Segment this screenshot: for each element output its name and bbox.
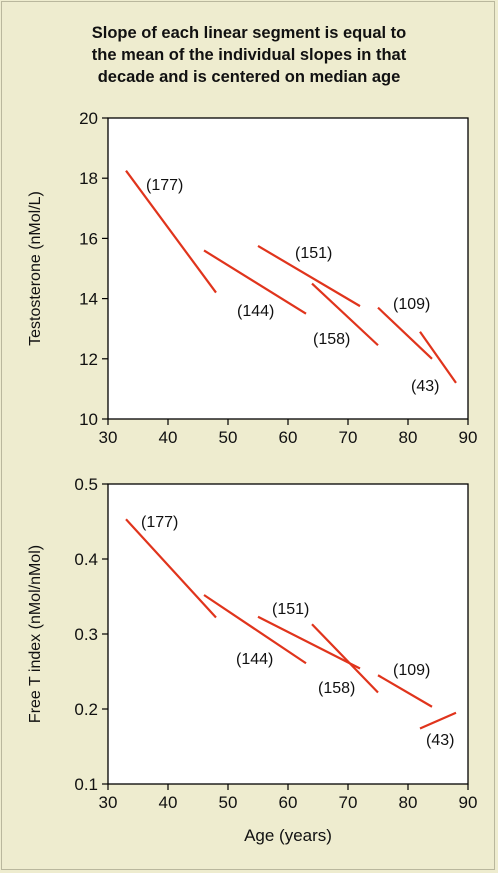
segment-count-label: (144) <box>236 651 273 668</box>
y-tick-label: 20 <box>79 109 98 128</box>
segment-line <box>377 674 433 708</box>
x-tick-label: 50 <box>219 793 238 812</box>
y-tick-label: 16 <box>79 229 98 248</box>
segment-count-label: (43) <box>426 732 454 749</box>
x-tick-label: 60 <box>279 428 298 447</box>
x-tick-label: 70 <box>339 793 358 812</box>
title-line-2: the mean of the individual slopes in tha… <box>91 46 407 64</box>
segment-count-label: (151) <box>295 245 332 262</box>
segment-line <box>125 518 217 619</box>
segment-count-label: (43) <box>411 378 439 395</box>
y-tick-label: 0.3 <box>74 625 98 644</box>
y-axis-label-1: Testosterone (nMol/L) <box>27 191 44 346</box>
y-axis-label-2: Free T index (nMol/nMol) <box>27 545 44 723</box>
y-tick-label: 0.1 <box>74 775 98 794</box>
segment-line <box>257 615 361 670</box>
x-tick-label: 30 <box>99 793 118 812</box>
y-tick-label: 0.4 <box>74 550 98 569</box>
segment-count-label: (109) <box>393 662 430 679</box>
title-line-3: decade and is centered on median age <box>97 68 401 86</box>
y-tick-label: 0.5 <box>74 475 98 494</box>
segment-count-label: (151) <box>272 601 309 618</box>
segment-count-label: (109) <box>393 296 430 313</box>
segment-line <box>377 306 433 360</box>
x-tick-label: 90 <box>459 793 478 812</box>
y-tick-label: 18 <box>79 169 98 188</box>
plot-area-2 <box>107 483 469 785</box>
segment-line <box>311 282 379 347</box>
segment-line <box>311 623 379 694</box>
y-tick-label: 10 <box>79 410 98 429</box>
x-tick-label: 80 <box>399 428 418 447</box>
x-tick-label: 60 <box>279 793 298 812</box>
segment-line <box>125 170 217 294</box>
x-axis-label: Age (years) <box>244 826 332 845</box>
y-tick-label: 0.2 <box>74 700 98 719</box>
x-tick-label: 30 <box>99 428 118 447</box>
segment-line <box>419 711 457 730</box>
segment-count-label: (158) <box>318 680 355 697</box>
x-tick-label: 90 <box>459 428 478 447</box>
y-tick-label: 12 <box>79 350 98 369</box>
y-tick-label: 14 <box>79 290 98 309</box>
segment-count-label: (158) <box>313 331 350 348</box>
x-tick-label: 70 <box>339 428 358 447</box>
segment-line <box>419 331 457 384</box>
segment-count-label: (177) <box>141 514 178 531</box>
segment-count-label: (177) <box>146 177 183 194</box>
segment-count-label: (144) <box>237 303 274 320</box>
x-tick-label: 40 <box>159 793 178 812</box>
chart-title: Slope of each linear segment is equal to… <box>0 22 498 88</box>
x-tick-label: 50 <box>219 428 238 447</box>
segment-line <box>203 594 307 665</box>
title-line-1: Slope of each linear segment is equal to <box>91 24 407 42</box>
segment-line <box>203 249 307 315</box>
plot-area-1 <box>107 117 469 420</box>
x-tick-label: 80 <box>399 793 418 812</box>
x-tick-label: 40 <box>159 428 178 447</box>
segment-line <box>257 244 361 308</box>
